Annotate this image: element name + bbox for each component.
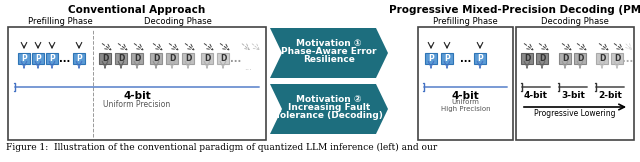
Text: D: D xyxy=(599,54,605,63)
Bar xyxy=(516,27,634,140)
Text: D: D xyxy=(134,54,140,63)
Bar xyxy=(182,53,194,64)
Text: ...: ... xyxy=(244,64,252,73)
Text: P: P xyxy=(49,54,55,63)
Text: Progressive Lowering: Progressive Lowering xyxy=(534,109,616,118)
Text: Uniform
High Precision: Uniform High Precision xyxy=(441,99,490,112)
Text: P: P xyxy=(35,54,41,63)
Bar xyxy=(8,27,266,140)
Text: 2-bit: 2-bit xyxy=(598,91,622,100)
Text: Phase-Aware Error: Phase-Aware Error xyxy=(281,47,377,57)
Text: P: P xyxy=(76,54,82,63)
Bar xyxy=(131,53,143,64)
Text: 4-bit: 4-bit xyxy=(524,91,548,100)
Text: Prefilling Phase: Prefilling Phase xyxy=(28,17,92,26)
Text: D: D xyxy=(577,54,583,63)
Text: Motivation ①: Motivation ① xyxy=(296,40,362,48)
Text: ...: ... xyxy=(60,54,70,64)
Text: D: D xyxy=(539,54,545,63)
Text: P: P xyxy=(477,54,483,63)
Bar xyxy=(18,53,30,64)
Text: 4-bit: 4-bit xyxy=(123,91,151,101)
Text: ...: ... xyxy=(622,54,634,64)
Text: D: D xyxy=(204,54,210,63)
Text: P: P xyxy=(428,54,434,63)
Bar xyxy=(425,53,437,64)
Polygon shape xyxy=(270,28,388,78)
Text: D: D xyxy=(614,54,620,63)
Bar xyxy=(201,53,213,64)
Text: D: D xyxy=(153,54,159,63)
Text: Prefilling Phase: Prefilling Phase xyxy=(433,17,498,26)
Text: Figure 1:  Illustration of the conventional paradigm of quantized LLM inference : Figure 1: Illustration of the convention… xyxy=(6,143,437,152)
Text: Motivation ②: Motivation ② xyxy=(296,96,362,104)
Text: Increasing Fault: Increasing Fault xyxy=(288,104,370,112)
Text: D: D xyxy=(102,54,108,63)
Text: D: D xyxy=(118,54,124,63)
Text: D: D xyxy=(562,54,568,63)
Bar xyxy=(441,53,453,64)
Polygon shape xyxy=(270,84,388,134)
Bar xyxy=(217,53,229,64)
Bar xyxy=(99,53,111,64)
Bar xyxy=(611,53,623,64)
Text: D: D xyxy=(524,54,530,63)
Text: ...: ... xyxy=(460,54,472,64)
Bar xyxy=(32,53,44,64)
Bar xyxy=(474,53,486,64)
Bar xyxy=(73,53,85,64)
Text: D: D xyxy=(220,54,226,63)
Bar xyxy=(596,53,608,64)
Bar xyxy=(115,53,127,64)
Text: Decoding Phase: Decoding Phase xyxy=(541,17,609,26)
Text: Uniform Precision: Uniform Precision xyxy=(104,100,171,109)
Text: P: P xyxy=(444,54,450,63)
Text: D: D xyxy=(169,54,175,63)
Bar xyxy=(46,53,58,64)
Text: 4-bit: 4-bit xyxy=(452,91,479,101)
Bar xyxy=(150,53,162,64)
Text: Tolerance (Decoding): Tolerance (Decoding) xyxy=(275,111,383,121)
Text: Decoding Phase: Decoding Phase xyxy=(144,17,212,26)
Text: P: P xyxy=(21,54,27,63)
Text: ...: ... xyxy=(230,54,242,64)
Text: D: D xyxy=(185,54,191,63)
Bar xyxy=(521,53,533,64)
Text: 3-bit: 3-bit xyxy=(561,91,585,100)
Text: Progressive Mixed-Precision Decoding (PMPD): Progressive Mixed-Precision Decoding (PM… xyxy=(389,5,640,15)
Text: Conventional Approach: Conventional Approach xyxy=(68,5,205,15)
Bar xyxy=(166,53,178,64)
Bar xyxy=(418,27,513,140)
Bar xyxy=(536,53,548,64)
Bar xyxy=(574,53,586,64)
Bar xyxy=(559,53,571,64)
Text: Resilience: Resilience xyxy=(303,56,355,64)
